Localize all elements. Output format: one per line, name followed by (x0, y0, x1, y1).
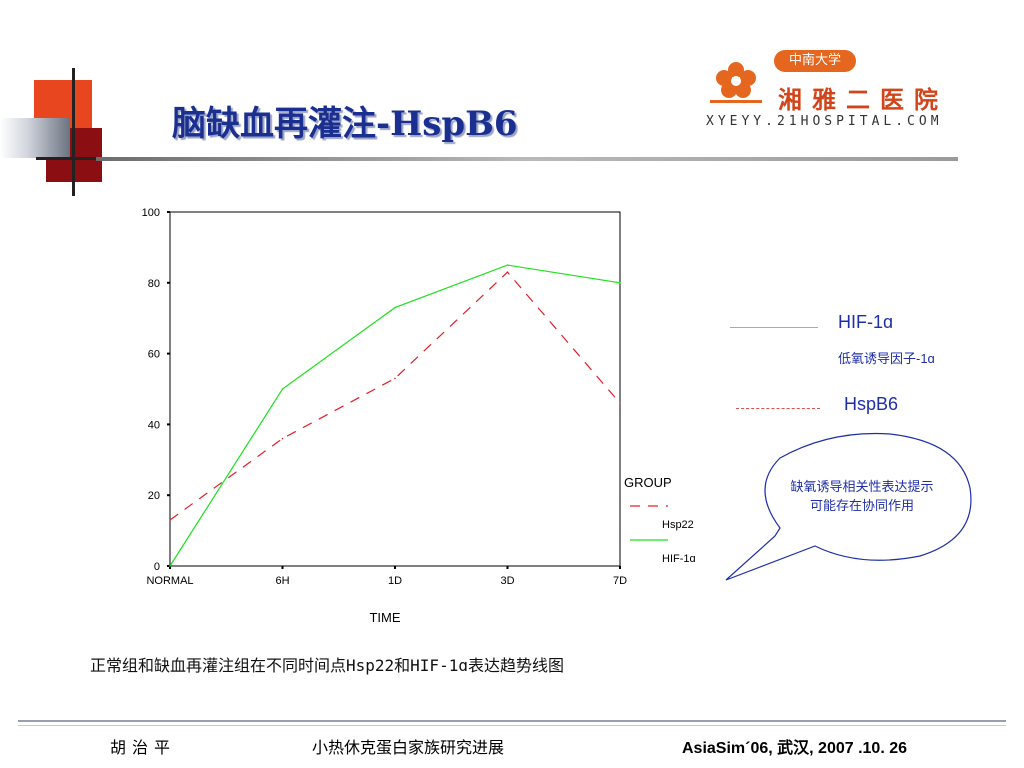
x-tick-label: 7D (613, 575, 627, 587)
legend-entry: HIF-1ɑ (662, 553, 696, 565)
legend-hsp-swatch (736, 408, 820, 409)
legend-hsp-label: HspB6 (844, 394, 899, 414)
data-point (169, 565, 171, 567)
legend-hif-swatch (730, 327, 818, 328)
speech-bubble (725, 432, 972, 581)
slide-title: 脑缺血再灌注-HspB6 (172, 104, 518, 144)
data-point (394, 377, 396, 380)
decor-vertical-line (72, 68, 75, 196)
y-tick-label: 80 (148, 278, 160, 290)
logo-hospital-name: 湘雅二医院 (778, 85, 948, 114)
legend-hif-label: HIF-1ɑ (838, 312, 894, 332)
footer-rule-thin (18, 725, 1006, 726)
footer-rule (18, 720, 1006, 722)
data-point (619, 402, 621, 404)
plot-frame (169, 211, 621, 567)
line-chart: 0 20 40 60 80 100 NORMAL 6H 1D 3D 7D TIME GROUP Hsp22… (142, 207, 696, 625)
y-tick-label: 40 (148, 419, 160, 431)
data-point (506, 264, 509, 266)
y-tick-label: 20 (148, 490, 160, 502)
legend-title: GROUP (624, 475, 672, 490)
data-point (281, 388, 284, 390)
y-tick-label: 100 (142, 207, 160, 219)
y-tick-label: 60 (148, 349, 160, 361)
legend-entry: Hsp22 (662, 519, 694, 531)
x-axis-label: TIME (369, 610, 400, 625)
title-underline (96, 157, 958, 161)
figure-caption: 正常组和缺血再灌注组在不同时间点Hsp22和HIF-1ɑ表达趋势线图 (90, 656, 564, 675)
data-point (394, 306, 396, 309)
logo-url: XYEYY.21HOSPITAL.COM (706, 114, 943, 129)
legend-hif-subtitle: 低氧诱导因子-1ɑ (838, 351, 935, 366)
y-tick-label: 0 (154, 561, 160, 573)
footer-conference: AsiaSim´06, 武汉, 2007 .10. 26 (682, 740, 908, 757)
series-line-hsp22 (169, 271, 621, 521)
decor-grey-block (0, 118, 70, 158)
data-point (506, 271, 509, 273)
x-tick-label: 3D (500, 575, 514, 587)
footer-topic: 小热休克蛋白家族研究进展 (312, 738, 505, 757)
footer-author: 胡治平 (110, 738, 177, 757)
x-tick-label: 1D (388, 575, 402, 587)
data-point (619, 282, 621, 284)
data-point (169, 519, 171, 521)
logo-university-badge: 中南大学 (774, 50, 856, 72)
decor-horizontal-line (36, 157, 96, 160)
series-line-hif-1- (169, 264, 621, 567)
data-point (281, 437, 284, 440)
hospital-logo-flower-icon (710, 62, 762, 103)
x-tick-label: NORMAL (146, 575, 193, 587)
x-tick-label: 6H (275, 575, 289, 587)
bubble-text: 缺氧诱导相关性表达提示可能存在协同作用 (790, 480, 934, 514)
